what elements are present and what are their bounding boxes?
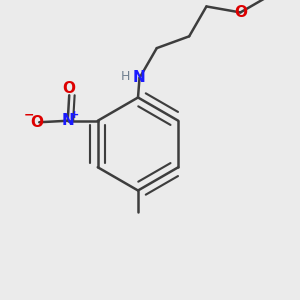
Text: N: N (133, 70, 146, 86)
Text: N: N (61, 113, 74, 128)
Text: −: − (23, 108, 34, 121)
Text: +: + (70, 110, 79, 120)
Text: O: O (234, 5, 247, 20)
Text: O: O (63, 81, 76, 96)
Text: O: O (30, 115, 43, 130)
Text: H: H (120, 70, 130, 83)
